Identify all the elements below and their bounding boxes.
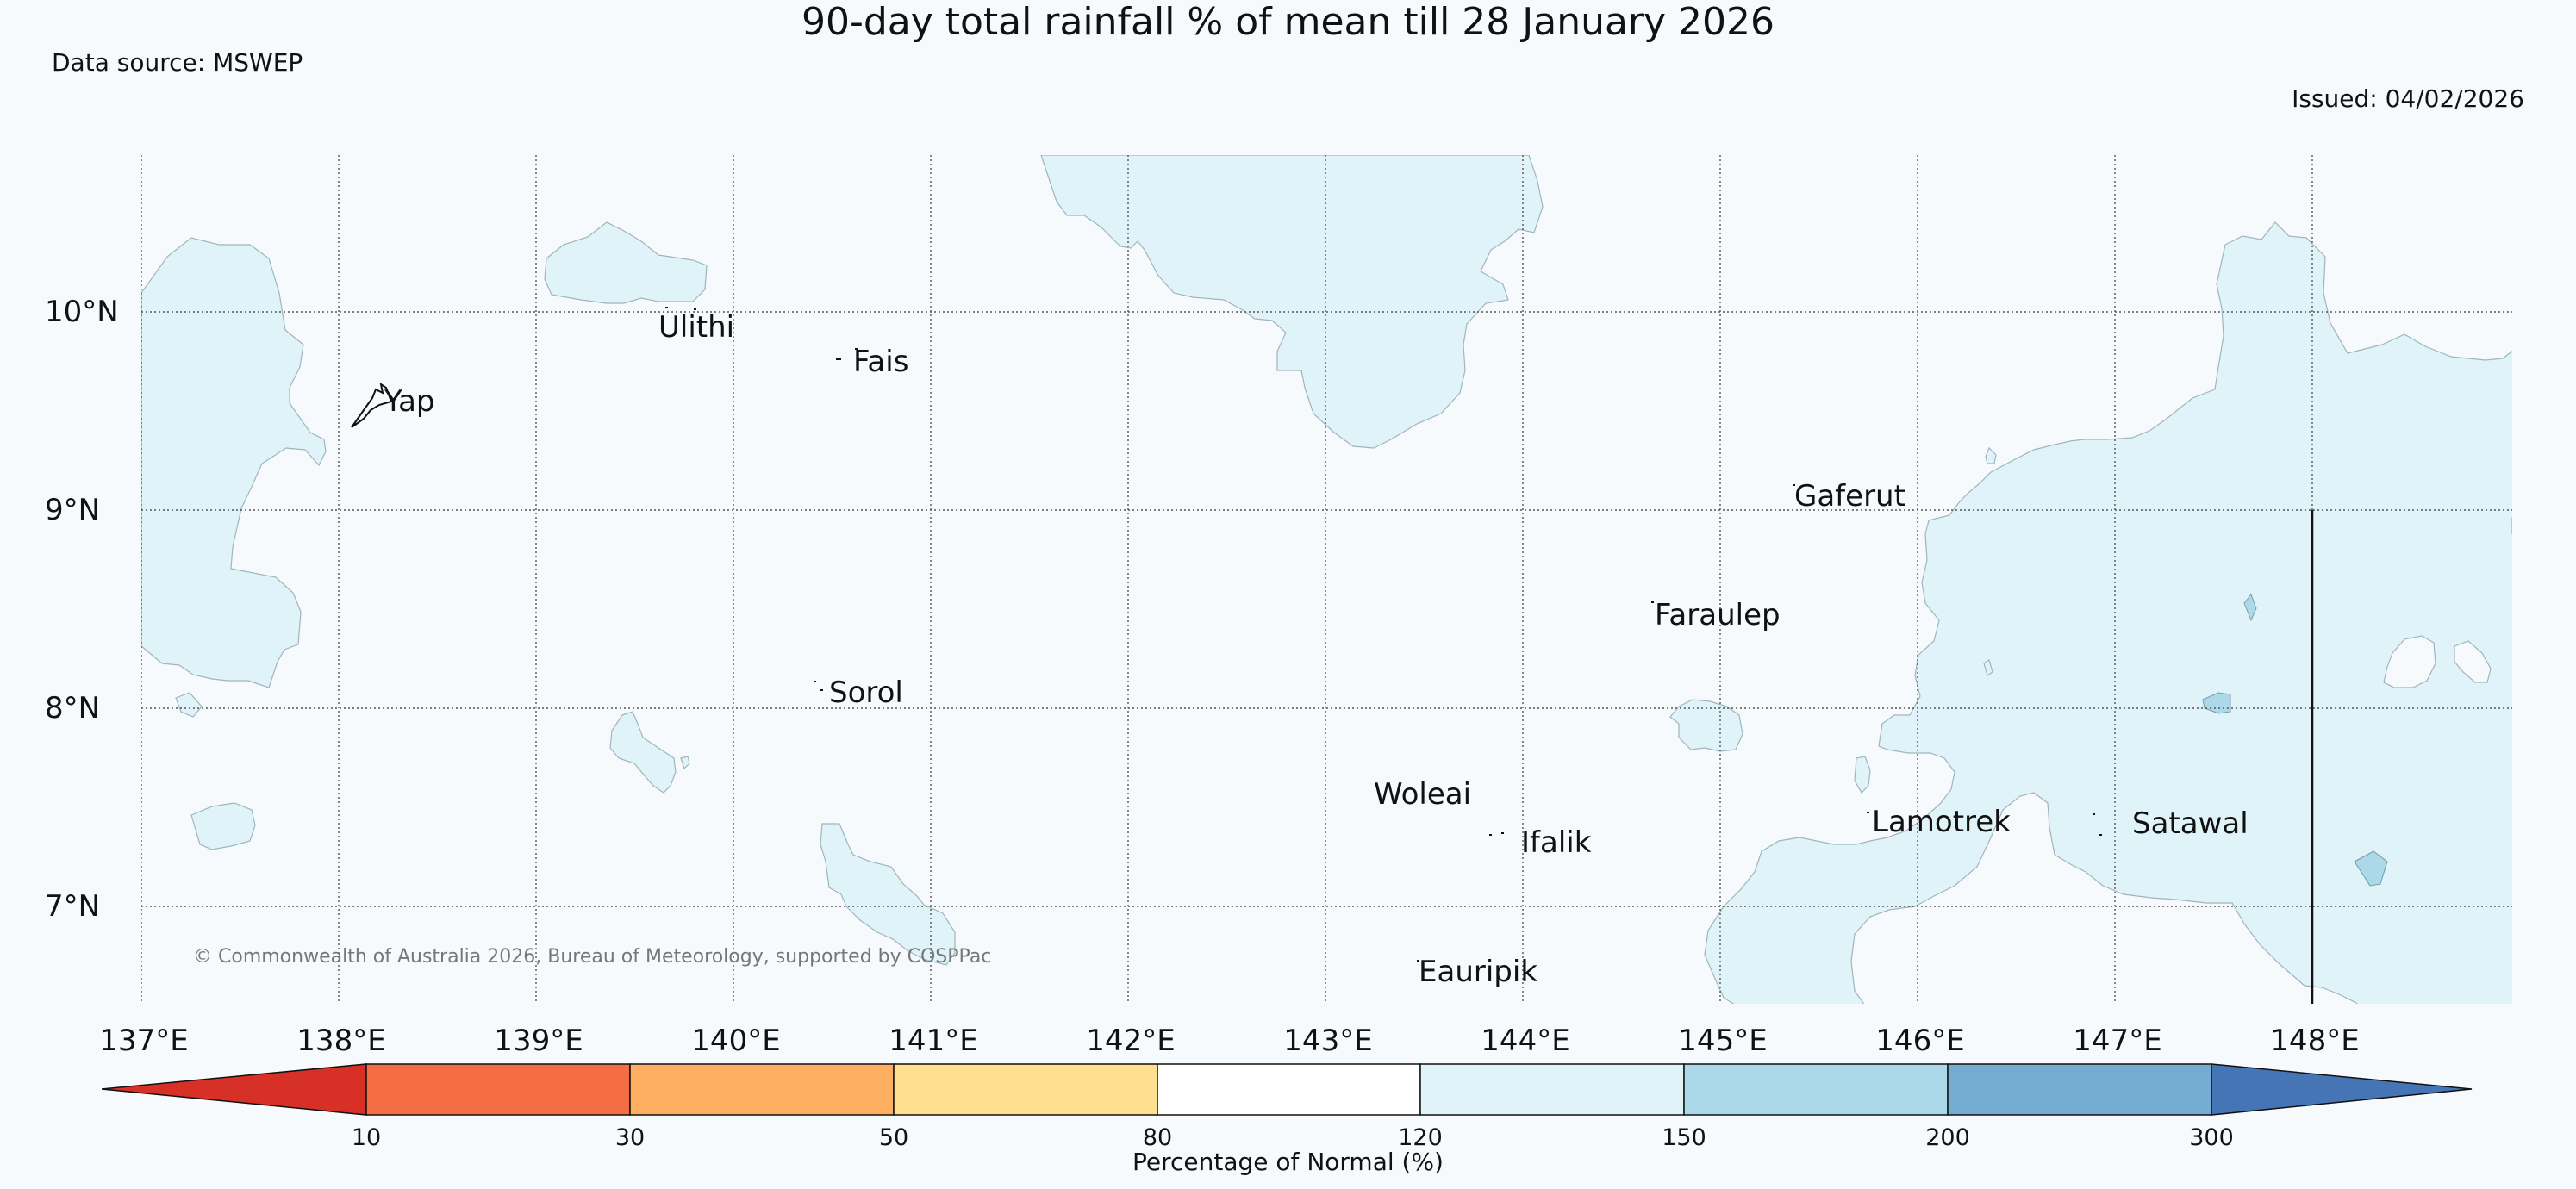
lon-label: 145°E	[1678, 1024, 1768, 1058]
region-tiny-3	[1985, 446, 1997, 464]
lon-label: 142°E	[1086, 1024, 1176, 1058]
place-label-ifalik: Ifalik	[1521, 825, 1592, 860]
region-tiny-2	[1854, 756, 1871, 794]
place-label-gaferut: Gaferut	[1794, 479, 1905, 514]
place-label-ulithi: Ulithi	[658, 310, 735, 345]
region-small-sorol-west	[609, 711, 677, 794]
lon-label: 146°E	[1875, 1024, 1965, 1058]
hole-1	[2383, 635, 2436, 688]
colorbar-tick: 30	[614, 1124, 646, 1151]
colorbar-title: Percentage of Normal (%)	[1132, 1148, 1444, 1176]
lat-label: 7°N	[45, 889, 101, 924]
lon-label: 137°E	[99, 1024, 189, 1058]
place-label-eauripik: Eauripik	[1419, 955, 1538, 989]
colorbar-tick: 50	[878, 1124, 909, 1151]
colorbar-bin	[1157, 1063, 1421, 1116]
lon-label: 147°E	[2073, 1024, 2162, 1058]
colorbar-bin	[629, 1063, 895, 1116]
lon-label: 143°E	[1283, 1024, 1373, 1058]
colorbar-tick: 120	[1398, 1124, 1443, 1151]
place-label-lamotrek: Lamotrek	[1872, 805, 2011, 839]
place-label-fais: Fais	[853, 345, 909, 379]
region-east	[1704, 221, 2512, 1004]
data-source: Data source: MSWEP	[52, 48, 303, 77]
hole-2	[2454, 640, 2492, 683]
region-north-center	[1040, 155, 1544, 449]
yap-island-shape	[351, 382, 393, 428]
lat-label: 9°N	[45, 493, 101, 527]
copyright-notice: © Commonwealth of Australia 2026, Bureau…	[193, 946, 992, 968]
map-title: 90-day total rainfall % of mean till 28 …	[801, 0, 1775, 44]
colorbar	[102, 1063, 2473, 1116]
colorbar-tick: 150	[1662, 1124, 1706, 1151]
region-tiny-4	[1983, 659, 1993, 676]
place-label-woleai: Woleai	[1374, 777, 1472, 812]
region-west	[141, 237, 327, 688]
colorbar-bin	[1683, 1063, 1949, 1116]
lon-label: 139°E	[494, 1024, 583, 1058]
lon-label: 140°E	[691, 1024, 781, 1058]
patch-1	[2243, 594, 2257, 622]
issued-date: Issued: 04/02/2026	[2292, 84, 2524, 113]
region-faraulep-south	[1669, 699, 1743, 752]
region-small-sw	[190, 802, 256, 850]
rainfall-map: © Commonwealth of Australia 2026, Bureau…	[141, 155, 2512, 1004]
lat-label: 8°N	[45, 691, 101, 725]
place-label-satawal: Satawal	[2132, 806, 2249, 841]
colorbar-bin	[365, 1063, 631, 1116]
place-label-yap: Yap	[384, 384, 435, 419]
colorbar-tick: 10	[351, 1124, 382, 1151]
colorbar-bin	[893, 1063, 1158, 1116]
place-label-faraulep: Faraulep	[1655, 598, 1781, 632]
lon-label: 144°E	[1481, 1024, 1570, 1058]
colorbar-extend-low	[102, 1063, 367, 1116]
colorbar-bin	[1419, 1063, 1685, 1116]
patch-3	[2354, 850, 2388, 887]
lat-label: 10°N	[45, 295, 119, 329]
island-dots	[665, 307, 2102, 962]
lon-label: 141°E	[889, 1024, 978, 1058]
place-label-sorol: Sorol	[829, 675, 903, 710]
lon-label: 138°E	[296, 1024, 386, 1058]
region-ulithi	[544, 221, 708, 304]
colorbar-bin	[1947, 1063, 2212, 1116]
colorbar-extend-high	[2211, 1063, 2473, 1116]
colorbar-tick: 300	[2189, 1124, 2234, 1151]
lon-label: 148°E	[2270, 1024, 2360, 1058]
region-south-center	[820, 823, 956, 966]
colorbar-tick: 80	[1142, 1124, 1173, 1151]
map-canvas	[141, 155, 2512, 1004]
region-tiny	[680, 756, 690, 770]
gridlines	[141, 155, 2512, 1004]
colorbar-tick: 200	[1925, 1124, 1970, 1151]
region-small-w	[175, 692, 203, 718]
